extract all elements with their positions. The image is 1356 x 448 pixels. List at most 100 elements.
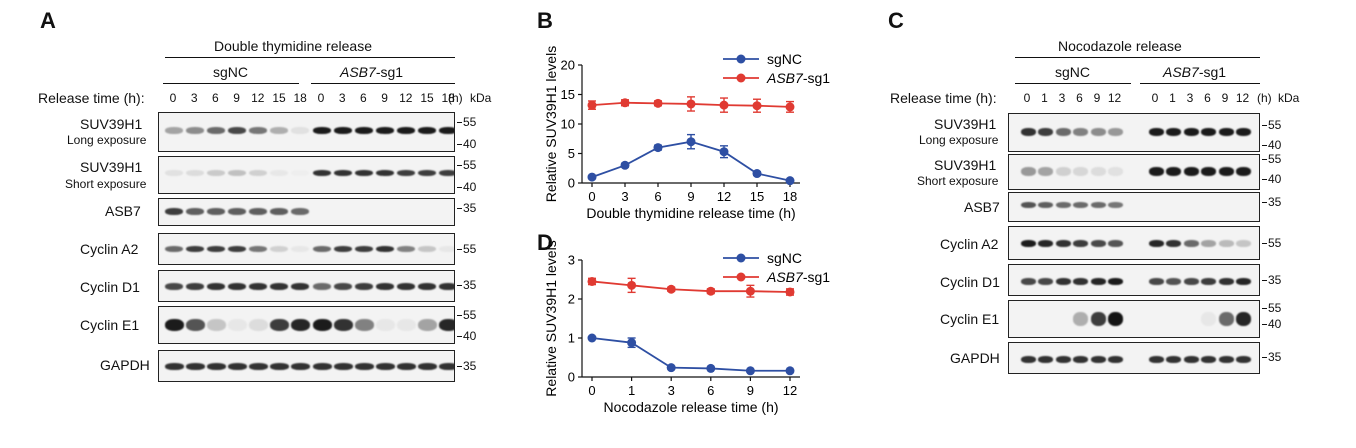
panel-c-mw-suv-short-55: 55 bbox=[1261, 152, 1282, 166]
band bbox=[418, 282, 436, 290]
band bbox=[417, 319, 437, 331]
band bbox=[228, 207, 246, 215]
panel-c-label-cyclin-d1: Cyclin D1 bbox=[940, 274, 1000, 290]
panel-c-group1-line bbox=[1015, 83, 1131, 85]
band bbox=[1183, 166, 1199, 176]
panel-c-mw-gapdh-35: 35 bbox=[1261, 350, 1282, 364]
x-tick-label: 0 bbox=[588, 383, 595, 398]
panel-a-lane-sgnc-12: 12 bbox=[251, 91, 265, 105]
panel-c-lane-sgnc-6: 6 bbox=[1076, 91, 1083, 105]
y-axis-label: Relative SUV39H1 levels bbox=[543, 46, 559, 202]
band bbox=[376, 126, 394, 134]
band bbox=[1235, 277, 1251, 285]
band bbox=[1218, 355, 1234, 363]
band bbox=[1107, 277, 1123, 285]
panel-c-unit-h: (h) bbox=[1257, 91, 1272, 105]
panel-c-label-suv-long: SUV39H1 bbox=[934, 116, 997, 132]
panel-c-release-label: Release time (h): bbox=[890, 90, 997, 106]
panel-a-lane-sgnc-0: 0 bbox=[169, 91, 177, 105]
panel-a-mw-suv-short-40: 40 bbox=[456, 180, 477, 194]
band bbox=[1072, 202, 1088, 208]
band bbox=[186, 207, 204, 215]
panel-a-mw-gapdh-35: 35 bbox=[456, 359, 477, 373]
band bbox=[227, 319, 247, 331]
panel-c-lane-asb7-3: 3 bbox=[1186, 91, 1194, 105]
panel-c-mw-suv-long-40: 40 bbox=[1261, 138, 1282, 152]
band bbox=[1235, 166, 1251, 176]
y-tick-label: 0 bbox=[568, 176, 575, 191]
panel-c-letter: C bbox=[888, 8, 904, 33]
band bbox=[1165, 166, 1181, 176]
band bbox=[291, 246, 309, 252]
band bbox=[249, 207, 267, 215]
x-tick-label: 12 bbox=[783, 383, 797, 398]
band bbox=[354, 319, 374, 331]
band bbox=[1020, 166, 1036, 176]
panel-a-letter: A bbox=[40, 8, 56, 33]
band bbox=[1200, 166, 1216, 176]
y-tick-label: 20 bbox=[561, 58, 575, 73]
band bbox=[1183, 239, 1199, 247]
band bbox=[1072, 166, 1088, 176]
band bbox=[1107, 202, 1123, 208]
panel-a-label-cyclin-d1: Cyclin D1 bbox=[80, 279, 140, 295]
data-point bbox=[666, 363, 676, 373]
band bbox=[1055, 277, 1071, 285]
band bbox=[207, 126, 225, 134]
band bbox=[1055, 166, 1071, 176]
legend-marker bbox=[736, 253, 746, 263]
panel-c-label-gapdh: GAPDH bbox=[950, 350, 1000, 366]
band bbox=[396, 362, 416, 370]
band bbox=[165, 246, 183, 252]
band bbox=[439, 126, 454, 134]
band bbox=[249, 170, 267, 176]
band bbox=[1148, 128, 1164, 136]
band bbox=[1020, 355, 1036, 363]
panel-a-lane-sgnc-6: 6 bbox=[212, 91, 219, 105]
panel-a-mw-suv-short-55: 55 bbox=[456, 158, 477, 172]
panel-c-blot-cyclin-d1 bbox=[1008, 264, 1260, 296]
band bbox=[270, 170, 288, 176]
band bbox=[1218, 239, 1234, 247]
band bbox=[228, 170, 246, 176]
panel-c-lane-asb7-12: 12 bbox=[1235, 91, 1250, 105]
data-point bbox=[627, 280, 637, 290]
x-tick-label: 9 bbox=[747, 383, 754, 398]
data-point bbox=[752, 101, 762, 111]
band bbox=[354, 362, 374, 370]
panel-c-mw-suv-short-40: 40 bbox=[1261, 172, 1282, 186]
band bbox=[333, 362, 353, 370]
band bbox=[228, 126, 246, 134]
band bbox=[207, 282, 225, 290]
band bbox=[291, 282, 309, 290]
panel-a-label-gapdh: GAPDH bbox=[100, 357, 150, 373]
band bbox=[1235, 239, 1251, 247]
panel-a-title: Double thymidine release bbox=[214, 38, 372, 54]
series-line-0 bbox=[591, 337, 790, 372]
data-point bbox=[752, 169, 762, 179]
legend-label: sgNC bbox=[767, 51, 802, 67]
band bbox=[1020, 128, 1036, 136]
band bbox=[1072, 239, 1088, 247]
band bbox=[376, 282, 394, 290]
panel-c-label-short-exposure: Short exposure bbox=[917, 174, 999, 188]
panel-a-mw-cyclin-e1-40: 40 bbox=[456, 329, 477, 343]
panel-a-mw-cyclin-e1-55: 55 bbox=[456, 308, 477, 322]
band bbox=[418, 126, 436, 134]
band bbox=[165, 207, 183, 215]
band bbox=[1218, 277, 1234, 285]
panel-a-mw-cyclin-d1-35: 35 bbox=[456, 278, 477, 292]
panel-a-title-line bbox=[165, 57, 455, 59]
band bbox=[439, 246, 454, 252]
data-point bbox=[706, 286, 716, 296]
band bbox=[1020, 277, 1036, 285]
panel-c-lane-sgnc-1: 1 bbox=[1041, 91, 1048, 105]
panel-c-lane-asb7-9: 9 bbox=[1221, 91, 1229, 105]
panel-c-blot-cyclin-e1 bbox=[1008, 300, 1260, 338]
data-point bbox=[587, 100, 597, 110]
data-point bbox=[686, 137, 696, 147]
band bbox=[1165, 239, 1181, 247]
panel-a-group-sgnc: sgNC bbox=[213, 64, 249, 80]
band bbox=[269, 362, 289, 370]
